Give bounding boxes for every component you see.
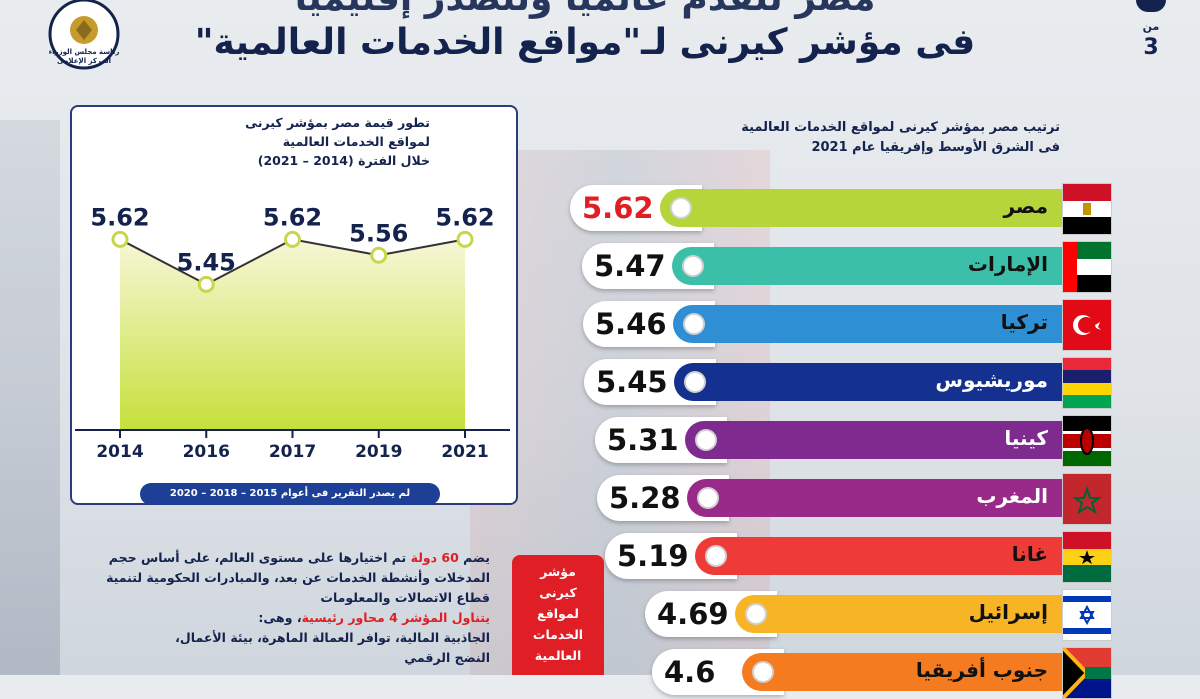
- info-countries-count: 60 دولة: [410, 550, 459, 565]
- index-name-1: مؤشر: [540, 564, 576, 579]
- info-pillars-list: الجاذبية المالية، توافر العمالة الماهرة،…: [175, 630, 490, 645]
- data-point: [456, 230, 474, 248]
- rank-chart-title-2: فى الشرق الأوسط وإفريقيا عام 2021: [811, 140, 1060, 155]
- line-chart: 5.62 2014 5.45 2016 5.62 2017 5.56 2019 5.62 2021: [75, 203, 510, 462]
- x-tick-label: 2021: [441, 442, 488, 462]
- south-africa-flag-icon: [1062, 647, 1112, 699]
- data-label: 5.45: [177, 248, 236, 276]
- rank-country-label: جنوب أفريقيا: [915, 658, 1048, 682]
- rank-dot-icon: [752, 661, 774, 683]
- rank-dot-icon: [695, 429, 717, 451]
- rank-country-label: الإمارات: [967, 252, 1048, 276]
- data-point: [284, 230, 301, 248]
- rank-country-label: المغرب: [976, 484, 1048, 508]
- info-text-a: يضم: [458, 550, 490, 565]
- rank-chart-title-1: ترتيب مصر بمؤشر كيرنى لمواقع الخدمات الع…: [741, 120, 1060, 135]
- cabinet-media-center-logo: رئاسة مجلس الوزراء المركز الإعلامى: [48, 0, 120, 70]
- index-name-4: الخدمات: [532, 627, 584, 642]
- rank-dot-icon: [684, 371, 706, 393]
- line-chart-title: تطور قيمة مصر بمؤشر كيرنى لمواقع الخدمات…: [160, 113, 430, 185]
- info-pillars-list-2: النضج الرقمي: [404, 650, 490, 665]
- rank-bar: مصر: [660, 189, 1062, 227]
- logo-text-2: المركز الإعلامى: [57, 57, 111, 65]
- rank-dot-icon: [697, 487, 719, 509]
- data-point: [370, 246, 388, 264]
- rank-bar: غانا: [695, 537, 1062, 575]
- index-name-box: مؤشر كيرنى لمواقع الخدمات العالمية: [512, 555, 604, 675]
- headline-line-1: مصر تتقدم عالمياً وتتصدر إقليمياً: [150, 0, 1020, 19]
- info-text-b: تم اختيارها على مستوى العالم، على أساس ح…: [106, 550, 490, 605]
- page-indicator: من 3: [1130, 0, 1172, 80]
- rank-row: 5.45 موريشيوس: [0, 357, 1200, 409]
- index-name-5: العالمية: [534, 648, 582, 663]
- x-tick-label: 2019: [355, 442, 402, 462]
- info-pillars-intro: ، وهى:: [258, 610, 302, 625]
- data-label: 5.62: [90, 203, 149, 231]
- data-point: [111, 230, 129, 248]
- kenya-flag-icon: [1062, 415, 1112, 467]
- rank-row: 5.62 مصر: [0, 183, 1200, 235]
- rank-dot-icon: [682, 255, 704, 277]
- data-label: 5.62: [263, 203, 322, 231]
- rank-row: 5.46 تركيا: [0, 299, 1200, 351]
- background-left-strip: [0, 120, 60, 675]
- morocco-flag-icon: [1062, 473, 1112, 525]
- rank-bar: جنوب أفريقيا: [742, 653, 1062, 691]
- rank-chart-title: ترتيب مصر بمؤشر كيرنى لمواقع الخدمات الع…: [640, 118, 1060, 168]
- rank-country-label: كينيا: [1004, 426, 1048, 450]
- rank-country-label: إسرائيل: [968, 600, 1048, 624]
- page-of-label: من: [1142, 20, 1160, 33]
- index-name-3: لمواقع: [537, 606, 579, 621]
- rank-bar: المغرب: [687, 479, 1062, 517]
- report-footnote: لم يصدر التقرير فى أعوام 2015 – 2018 – 2…: [140, 483, 440, 505]
- rank-dot-icon: [745, 603, 767, 625]
- rank-row: 5.19 غانا: [0, 531, 1200, 583]
- x-tick-label: 2016: [183, 442, 230, 462]
- ghana-flag-icon: [1062, 531, 1112, 583]
- rank-row: 5.28 المغرب: [0, 473, 1200, 525]
- data-label: 5.56: [349, 219, 408, 247]
- israel-flag-icon: [1062, 589, 1112, 641]
- rank-country-label: مصر: [1003, 194, 1048, 218]
- x-tick-label: 2017: [269, 442, 316, 462]
- line-chart-title-1: تطور قيمة مصر بمؤشر كيرنى: [245, 115, 430, 130]
- uae-flag-icon: [1062, 241, 1112, 293]
- data-label: 5.62: [435, 203, 494, 231]
- rank-bar: تركيا: [673, 305, 1062, 343]
- rank-bar: موريشيوس: [674, 363, 1062, 401]
- logo-text-1: رئاسة مجلس الوزراء: [49, 48, 120, 56]
- x-tick-label: 2014: [96, 442, 143, 462]
- rank-country-label: موريشيوس: [935, 368, 1048, 392]
- rank-bar: الإمارات: [672, 247, 1062, 285]
- page-total: 3: [1143, 35, 1159, 60]
- index-description: يضم 60 دولة تم اختيارها على مستوى العالم…: [95, 548, 490, 668]
- rank-bar: كينيا: [685, 421, 1062, 459]
- turkey-flag-icon: [1062, 299, 1112, 351]
- rank-dot-icon: [670, 197, 692, 219]
- rank-row: 4.69 إسرائيل: [0, 589, 1200, 641]
- index-name-2: كيرنى: [539, 585, 577, 600]
- rank-row: 5.47 الإمارات: [0, 241, 1200, 293]
- line-chart-title-3: خلال الفترة (2014 – 2021): [257, 153, 430, 168]
- info-pillars-count: يتناول المؤشر 4 محاور رئيسية: [301, 610, 490, 625]
- rank-dot-icon: [683, 313, 705, 335]
- data-point: [197, 275, 215, 293]
- headline-line-2: فى مؤشر كيرنى لـ"مواقع الخدمات العالمية": [194, 22, 976, 63]
- rank-country-label: غانا: [1011, 542, 1048, 566]
- rank-bar: إسرائيل: [735, 595, 1062, 633]
- rank-row: 5.31 كينيا: [0, 415, 1200, 467]
- mauritius-flag-icon: [1062, 357, 1112, 409]
- page-dot-icon: [1136, 0, 1166, 12]
- egypt-flag-icon: [1062, 183, 1112, 235]
- rank-dot-icon: [705, 545, 727, 567]
- line-chart-title-2: لمواقع الخدمات العالمية: [282, 134, 430, 149]
- rank-country-label: تركيا: [1000, 310, 1048, 334]
